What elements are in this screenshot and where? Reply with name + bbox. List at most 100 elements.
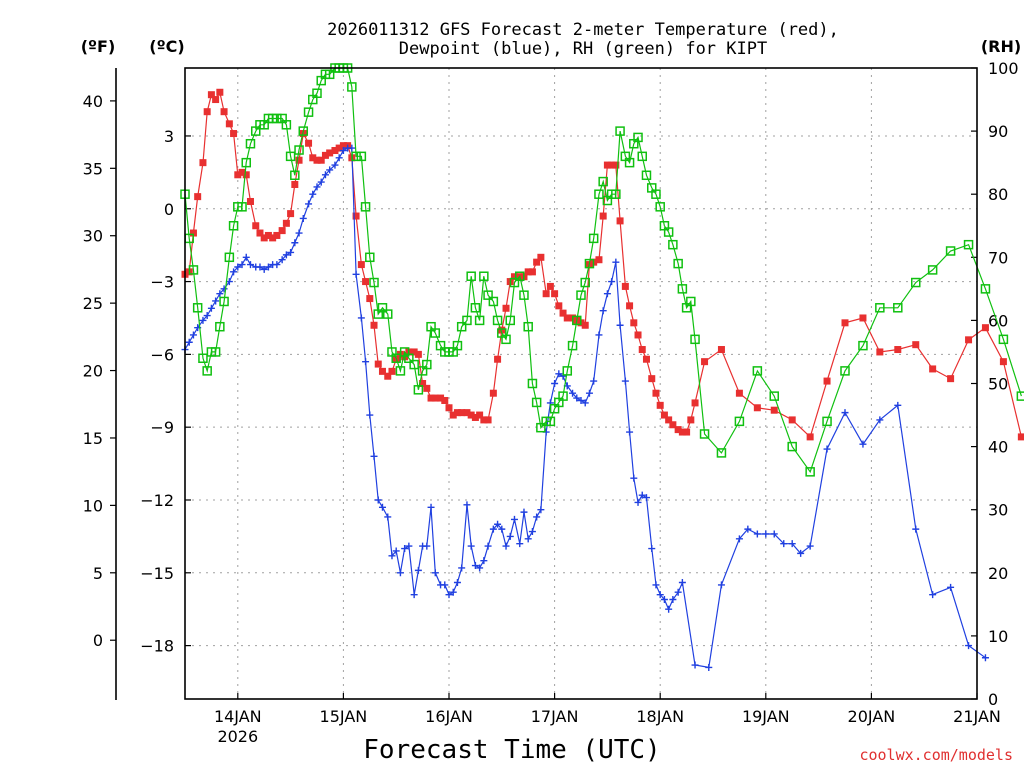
2-meter-temperature-point	[630, 319, 638, 327]
y-tick-label-fahrenheit: 0	[93, 631, 103, 650]
dewpoint-point	[199, 316, 207, 324]
2-meter-temperature-point	[634, 331, 642, 339]
dewpoint-point	[423, 542, 431, 550]
dewpoint-point	[520, 508, 528, 516]
2-meter-temperature-point	[331, 147, 339, 155]
2-meter-temperature-point	[595, 256, 603, 264]
dewpoint-point	[797, 549, 805, 557]
2-meter-temperature-point	[581, 321, 589, 329]
dewpoint-point	[753, 530, 761, 538]
rh-point	[492, 315, 503, 326]
dewpoint-point	[717, 581, 725, 589]
dewpoint-point	[260, 265, 268, 273]
2-meter-temperature-point	[207, 91, 215, 99]
dewpoint-point	[638, 491, 646, 499]
dewpoint-point	[238, 261, 246, 269]
2-meter-temperature-point	[524, 268, 532, 276]
rh-point	[615, 126, 625, 136]
dewpoint-point	[502, 542, 510, 550]
dewpoint-point	[384, 513, 392, 521]
rh-point	[531, 397, 542, 408]
2-meter-temperature-point	[260, 234, 268, 242]
2-meter-temperature-point	[542, 290, 550, 298]
2-meter-temperature-point	[287, 210, 295, 218]
2-meter-temperature-point	[427, 394, 435, 402]
dewpoint-point	[612, 258, 620, 266]
2-meter-temperature-point	[616, 217, 624, 225]
dewpoint-point	[528, 528, 536, 536]
2-meter-temperature-point	[608, 161, 616, 169]
2-meter-temperature-point	[678, 428, 686, 436]
dewpoint-point	[370, 452, 378, 460]
rh-point	[303, 107, 314, 117]
x-axis-label: Forecast Time (UTC)	[363, 735, 660, 765]
rh-point	[215, 321, 225, 332]
dewpoint-point	[965, 642, 973, 650]
watermark-link[interactable]: coolwx.com/models	[859, 746, 1013, 764]
dewpoint-point	[427, 503, 435, 511]
unit-label-rh: (RH)	[981, 37, 1021, 56]
2-meter-temperature-point	[378, 367, 386, 375]
2-meter-temperature-point	[256, 229, 264, 237]
rh-point	[787, 441, 797, 452]
x-tick-label: 16JAN	[425, 707, 473, 726]
dewpoint-point	[335, 154, 343, 162]
x-tick-label: 18JAN	[636, 707, 684, 726]
dewpoint-point	[445, 591, 453, 599]
plot-frame	[184, 67, 978, 700]
rh-point	[584, 258, 595, 269]
y-tick-label-fahrenheit: 5	[93, 564, 103, 583]
rh-point	[840, 366, 850, 376]
2-meter-temperature-point	[230, 130, 238, 138]
dewpoint-point	[634, 498, 642, 506]
dewpoint-point	[806, 542, 814, 550]
2-meter-temperature-point	[687, 416, 695, 424]
dewpoint-point	[585, 389, 593, 397]
2-meter-temperature-point	[841, 319, 849, 327]
2-meter-temperature-point	[437, 394, 445, 402]
2-meter-temperature-point	[660, 411, 668, 419]
dewpoint-point	[599, 307, 607, 315]
rh-point	[430, 328, 441, 338]
2-meter-temperature-point	[563, 314, 571, 322]
rh-point	[651, 189, 661, 199]
chart-title-line1: 2026011312 GFS Forecast 2-meter Temperat…	[327, 20, 839, 40]
dewpoint-point	[674, 588, 682, 596]
2-meter-temperature-point	[225, 120, 233, 128]
2-meter-temperature-point	[656, 401, 664, 409]
rh-point	[281, 120, 292, 130]
2-meter-temperature-point	[652, 389, 660, 397]
y-tick-label-celsius: −12	[140, 491, 174, 510]
dewpoint-point	[537, 506, 545, 514]
2-meter-temperature-point	[291, 180, 299, 188]
dewpoint-point	[770, 530, 778, 538]
dewpoint-point	[630, 474, 638, 482]
y-tick-label-celsius: −15	[140, 564, 174, 583]
rh-line	[184, 67, 1022, 474]
2-meter-temperature-point	[194, 193, 202, 201]
dewpoint-point	[516, 540, 524, 548]
rh-point	[598, 176, 608, 187]
2-meter-temperature-point	[498, 326, 506, 334]
rh-point	[395, 366, 406, 376]
dewpoint-point	[590, 377, 598, 385]
2-meter-temperature-point	[242, 171, 250, 179]
dewpoint-point	[458, 564, 466, 572]
rh-point	[716, 448, 727, 458]
dewpoint-point	[282, 251, 290, 259]
rh-point	[686, 296, 696, 307]
y-tick-label-celsius: 3	[164, 127, 174, 146]
dewpoint-point	[705, 663, 713, 671]
dewpoint-point	[471, 562, 479, 570]
dewpoint-point	[410, 591, 418, 599]
2-meter-temperature-point	[445, 404, 453, 412]
dewpoint-point	[929, 591, 937, 599]
dewpoint-point	[533, 513, 541, 521]
dewpoint-point	[669, 595, 677, 603]
dewpoint-point	[449, 588, 457, 596]
dewpoint-point	[642, 494, 650, 502]
rh-point	[365, 252, 375, 263]
2-meter-temperature-point	[384, 372, 392, 380]
rh-point	[515, 271, 525, 281]
rh-point	[369, 277, 379, 288]
